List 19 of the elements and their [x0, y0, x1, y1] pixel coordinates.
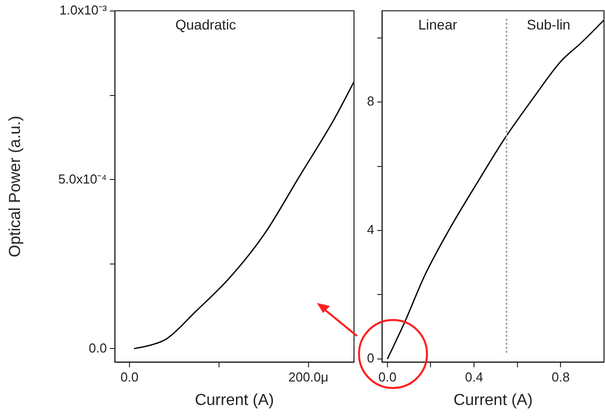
- line-series: [386, 19, 604, 360]
- x-tick-label: 0.8: [552, 370, 570, 385]
- x-tick-label: 200.0μ: [288, 370, 328, 385]
- x-tick-label: 0.4: [465, 370, 484, 385]
- x-axis-title: Current (A): [194, 392, 274, 409]
- y-axis-title: Optical Power (a.u.): [7, 116, 24, 258]
- annotation: Linear: [418, 16, 458, 33]
- line-series: [133, 81, 354, 350]
- x-tick-label: 0.0: [120, 370, 139, 385]
- annotation: Quadratic: [175, 16, 236, 33]
- y-tick-label: 8: [366, 94, 374, 109]
- y-tick-label: 0.0: [88, 340, 107, 356]
- annotation: Sub-lin: [526, 16, 570, 33]
- y-tick-label: 5.0x10⁻⁴: [58, 171, 107, 186]
- y-tick-label: 4: [366, 222, 374, 238]
- x-axis-title: Current (A): [454, 392, 533, 409]
- y-tick-label: 1.0x10⁻³: [59, 2, 108, 18]
- y-tick-label: 0: [366, 350, 374, 366]
- x-tick-label: 0.0: [378, 370, 396, 385]
